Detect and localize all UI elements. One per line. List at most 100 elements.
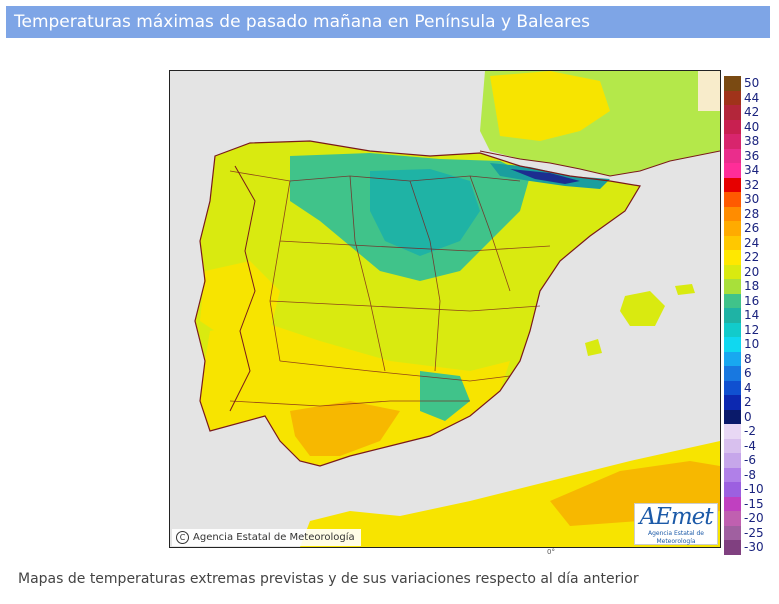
legend-label: 8 bbox=[744, 351, 752, 366]
legend-item: 22 bbox=[724, 250, 774, 265]
legend-item: 6 bbox=[724, 366, 774, 381]
legend-swatch bbox=[724, 293, 741, 308]
legend-item: 44 bbox=[724, 90, 774, 105]
legend-label: -6 bbox=[744, 453, 756, 467]
legend-swatch bbox=[724, 337, 741, 352]
legend-swatch bbox=[724, 134, 741, 149]
legend-swatch bbox=[724, 90, 741, 105]
legend-swatch bbox=[724, 453, 741, 468]
legend-item: -25 bbox=[724, 525, 774, 540]
legend-item: 32 bbox=[724, 177, 774, 192]
legend-label: 4 bbox=[744, 380, 752, 395]
legend-label: 44 bbox=[744, 90, 760, 105]
legend-label: 2 bbox=[744, 395, 752, 409]
southeast-cool-zone bbox=[420, 371, 470, 421]
legend-swatch bbox=[724, 308, 741, 323]
legend-label: 6 bbox=[744, 366, 752, 380]
legend-label: 38 bbox=[744, 134, 760, 148]
legend-label: 16 bbox=[744, 293, 760, 308]
legend-label: 20 bbox=[744, 264, 760, 279]
legend-swatch bbox=[724, 279, 741, 294]
legend-swatch bbox=[724, 540, 741, 555]
legend-label: 30 bbox=[744, 192, 760, 206]
legend-item: -2 bbox=[724, 424, 774, 439]
legend-swatch bbox=[724, 424, 741, 439]
legend-item: 38 bbox=[724, 134, 774, 149]
legend-swatch bbox=[724, 438, 741, 453]
legend-swatch bbox=[724, 467, 741, 482]
france-border bbox=[479, 150, 720, 177]
aemet-logo-mark: AEmet bbox=[639, 504, 713, 530]
legend-swatch bbox=[724, 105, 741, 120]
legend-label: -30 bbox=[744, 540, 764, 554]
legend-label: 32 bbox=[744, 177, 760, 192]
legend-item: -30 bbox=[724, 540, 774, 555]
legend-swatch bbox=[724, 221, 741, 236]
legend-label: 40 bbox=[744, 119, 760, 134]
aemet-logo-subtitle: Agencia Estatal de Meteorología bbox=[647, 530, 704, 545]
legend-label: -15 bbox=[744, 496, 764, 511]
legend-label: 34 bbox=[744, 163, 760, 177]
legend-item: 42 bbox=[724, 105, 774, 120]
south-hot-zone bbox=[290, 401, 400, 456]
legend-label: 36 bbox=[744, 148, 760, 163]
legend-label: 18 bbox=[744, 279, 760, 293]
legend-swatch bbox=[724, 366, 741, 381]
legend-label: 10 bbox=[744, 337, 760, 351]
map-canvas bbox=[170, 71, 720, 547]
legend-label: -4 bbox=[744, 438, 756, 453]
legend-swatch bbox=[724, 395, 741, 410]
foreign-land bbox=[698, 71, 720, 111]
legend-swatch bbox=[724, 482, 741, 497]
legend-swatch bbox=[724, 177, 741, 192]
legend-item: 4 bbox=[724, 380, 774, 395]
legend-item: 34 bbox=[724, 163, 774, 178]
legend-swatch bbox=[724, 351, 741, 366]
legend-label: -2 bbox=[744, 424, 756, 438]
copyright-icon: C bbox=[176, 531, 189, 544]
legend-label: -8 bbox=[744, 467, 756, 482]
legend-swatch bbox=[724, 496, 741, 511]
legend-label: 14 bbox=[744, 308, 760, 322]
legend-item: 26 bbox=[724, 221, 774, 236]
legend-swatch bbox=[724, 264, 741, 279]
aemet-logo: AEmet Agencia Estatal de Meteorología bbox=[634, 503, 718, 545]
legend-item: 2 bbox=[724, 395, 774, 410]
legend-label: 42 bbox=[744, 105, 760, 119]
legend-item: -4 bbox=[724, 438, 774, 453]
legend-item: 20 bbox=[724, 264, 774, 279]
legend-swatch bbox=[724, 322, 741, 337]
legend-label: 26 bbox=[744, 221, 760, 235]
legend-item: 18 bbox=[724, 279, 774, 294]
legend-swatch bbox=[724, 409, 741, 424]
legend-item: 10 bbox=[724, 337, 774, 352]
legend-item: -8 bbox=[724, 467, 774, 482]
legend-item: 14 bbox=[724, 308, 774, 323]
legend-label: 12 bbox=[744, 322, 760, 337]
legend-label: -25 bbox=[744, 525, 764, 540]
legend-item: 0 bbox=[724, 409, 774, 424]
balearic-mallorca bbox=[620, 291, 665, 326]
temperature-map: C Agencia Estatal de Meteorología AEmet … bbox=[169, 70, 721, 548]
legend-swatch bbox=[724, 250, 741, 265]
legend-swatch bbox=[724, 192, 741, 207]
balearic-ibiza bbox=[585, 339, 602, 356]
legend-label: 28 bbox=[744, 206, 760, 221]
legend-item: 40 bbox=[724, 119, 774, 134]
temperature-legend: 50 44 42 40 38 36 34 32 30 28 26 24 22 20 18 16 14 12 10 8 6… bbox=[724, 76, 774, 555]
footer-caption: Mapas de temperaturas extremas previstas… bbox=[18, 571, 639, 587]
legend-label: 0 bbox=[744, 409, 752, 424]
legend-swatch bbox=[724, 148, 741, 163]
legend-label: -20 bbox=[744, 511, 764, 525]
region-borders bbox=[229, 170, 551, 407]
legend-item: 50 bbox=[724, 76, 774, 91]
legend-item: -20 bbox=[724, 511, 774, 526]
iberia-coastline bbox=[194, 140, 641, 467]
legend-swatch bbox=[724, 511, 741, 526]
legend-swatch bbox=[724, 525, 741, 540]
legend-item: -10 bbox=[724, 482, 774, 497]
legend-item: -15 bbox=[724, 496, 774, 511]
map-corner-mark: 0° bbox=[547, 548, 555, 556]
legend-swatch bbox=[724, 235, 741, 250]
legend-swatch bbox=[724, 380, 741, 395]
